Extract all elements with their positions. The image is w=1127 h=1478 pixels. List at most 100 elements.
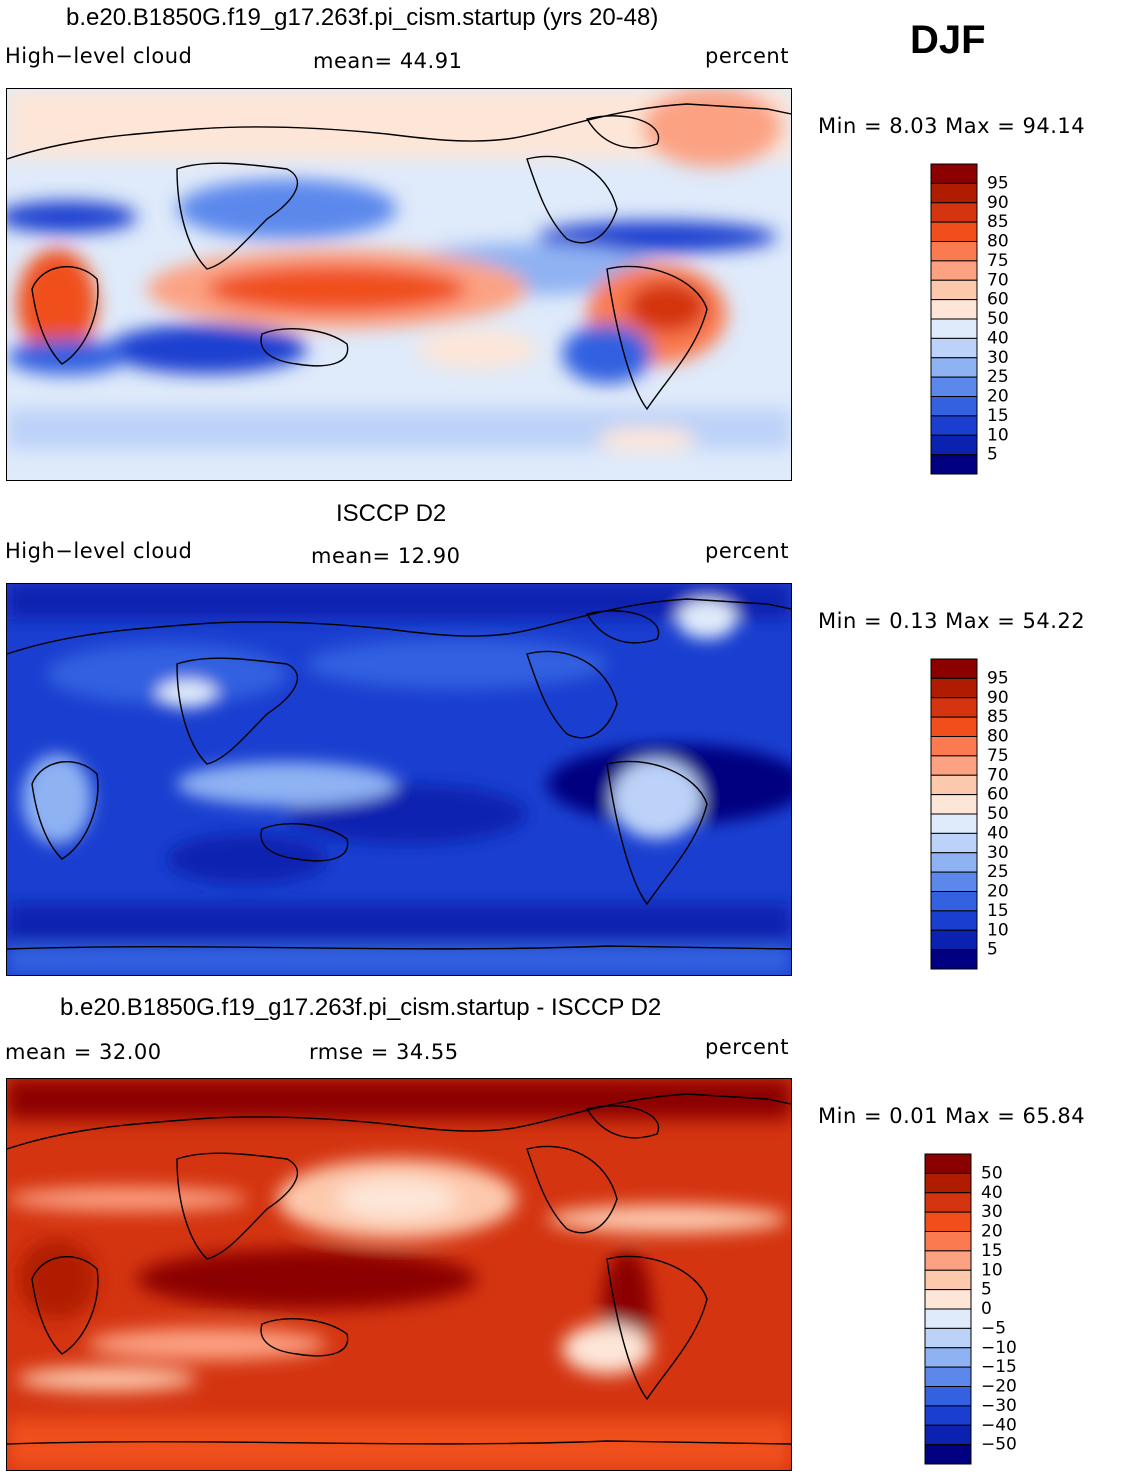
colorbar-tick-label: −5 <box>981 1318 1006 1338</box>
colorbar-swatch <box>930 929 978 951</box>
panel-3-rmse-label: rmse = 34.55 <box>309 1040 459 1064</box>
colorbar-swatch <box>930 736 978 757</box>
colorbar-tick-label: 60 <box>987 785 1009 805</box>
colorbar-swatch <box>930 755 978 776</box>
colorbar-tick-label: 70 <box>987 765 1009 785</box>
colorbar-swatch <box>930 716 978 737</box>
colorbar-tick-label: 90 <box>987 688 1009 708</box>
colorbar-tick-label: 40 <box>981 1183 1003 1203</box>
colorbar-tick-label: 20 <box>987 882 1009 902</box>
panel-3-map <box>6 1078 792 1471</box>
colorbar-tick-label: −50 <box>981 1435 1017 1455</box>
panel-1-contour-field <box>7 89 791 451</box>
colorbar-swatch <box>930 357 978 378</box>
colorbar-swatch <box>924 1250 972 1271</box>
panel-2-title: ISCCP D2 <box>336 500 447 527</box>
colorbar-tick-label: 5 <box>981 1280 992 1300</box>
colorbar-tick-label: 25 <box>987 862 1009 882</box>
colorbar-swatch <box>930 376 978 397</box>
colorbar-tick-label: 10 <box>987 920 1009 940</box>
colorbar-tick-label: 75 <box>987 746 1009 766</box>
panel-2-units-label: percent <box>705 539 789 563</box>
colorbar-tick-label: 30 <box>981 1202 1003 1222</box>
colorbar-swatch <box>930 260 978 281</box>
colorbar-tick-label: 15 <box>987 406 1009 426</box>
colorbar-tick-label: 5 <box>987 445 998 465</box>
colorbar-swatch <box>930 813 978 834</box>
panel-2-variable-label: High−level cloud <box>5 539 193 563</box>
colorbar-tick-label: 95 <box>987 173 1009 193</box>
season-label: DJF <box>910 18 986 62</box>
colorbar-swatch <box>930 910 978 931</box>
colorbar-tick-label: 95 <box>987 668 1009 688</box>
colorbar-swatch <box>930 774 978 796</box>
colorbar-swatch <box>930 871 978 892</box>
colorbar-tick-label: 50 <box>987 309 1009 329</box>
colorbar-swatch <box>924 1289 972 1310</box>
colorbar-swatch <box>930 318 978 339</box>
panel-1-variable-label: High−level cloud <box>5 44 193 68</box>
panel-1-mean-label: mean= 44.91 <box>313 49 463 73</box>
panel-2-mean-label: mean= 12.90 <box>311 544 461 568</box>
colorbar-swatch <box>924 1366 972 1387</box>
colorbar-swatch <box>930 337 978 359</box>
colorbar-tick-label: 40 <box>987 823 1009 843</box>
colorbar-swatch <box>930 279 978 301</box>
colorbar-tick-label: 50 <box>987 804 1009 824</box>
colorbar-swatch <box>924 1211 972 1232</box>
colorbar-swatch <box>930 949 978 970</box>
colorbar-tick-label: 60 <box>987 290 1009 310</box>
colorbar-tick-label: 5 <box>987 940 998 960</box>
panel-2-minmax-label: Min = 0.13 Max = 54.22 <box>818 609 1086 633</box>
panel-1-map <box>6 88 792 481</box>
colorbar-swatch <box>930 677 978 699</box>
colorbar-tick-label: 10 <box>987 425 1009 445</box>
panel-1-colorbar: 95 90 85 80 75 70 60 50 40 30 25 20 15 10 5 <box>930 163 1050 480</box>
colorbar-tick-label: 80 <box>987 727 1009 747</box>
colorbar-tick-label: −15 <box>981 1357 1017 1377</box>
panel-3-title: b.e20.B1850G.f19_g17.263f.pi_cism.startu… <box>60 994 662 1021</box>
panel-3-mean-label: mean = 32.00 <box>5 1040 162 1064</box>
colorbar-swatch <box>930 182 978 204</box>
colorbar-tick-label: 90 <box>987 193 1009 213</box>
colorbar-tick-label: −10 <box>981 1338 1017 1358</box>
colorbar-swatch <box>930 241 978 262</box>
colorbar-tick-label: 80 <box>987 232 1009 252</box>
colorbar-tick-label: 40 <box>987 328 1009 348</box>
colorbar-swatch <box>924 1153 972 1174</box>
colorbar-swatch <box>924 1444 972 1465</box>
colorbar-tick-label: 85 <box>987 212 1009 232</box>
colorbar-tick-label: 10 <box>981 1260 1003 1280</box>
colorbar-tick-label: 25 <box>987 367 1009 387</box>
panel-2-coastlines <box>7 598 791 950</box>
panel-2-map <box>6 583 792 976</box>
colorbar-swatch <box>924 1327 972 1349</box>
panel-2-colorbar: 95 90 85 80 75 70 60 50 40 30 25 20 15 10 5 <box>930 658 1050 975</box>
colorbar-swatch <box>924 1424 972 1446</box>
panel-3-minmax-label: Min = 0.01 Max = 65.84 <box>818 1104 1086 1128</box>
colorbar-swatch <box>924 1347 972 1368</box>
colorbar-swatch <box>924 1231 972 1252</box>
colorbar-swatch <box>930 299 978 320</box>
colorbar-tick-label: 30 <box>987 348 1009 368</box>
colorbar-tick-label: 20 <box>987 387 1009 407</box>
colorbar-swatch <box>924 1192 972 1213</box>
panel-1-minmax-label: Min = 8.03 Max = 94.14 <box>818 114 1086 138</box>
colorbar-swatch <box>930 202 978 223</box>
colorbar-tick-label: 50 <box>981 1163 1003 1183</box>
colorbar-tick-label: −30 <box>981 1396 1017 1416</box>
colorbar-tick-label: 15 <box>987 901 1009 921</box>
colorbar-swatch <box>930 852 978 873</box>
colorbar-swatch <box>930 163 978 184</box>
panel-3-contour-field <box>7 1079 791 1470</box>
colorbar-swatch <box>930 891 978 912</box>
colorbar-tick-label: −40 <box>981 1415 1017 1435</box>
colorbar-swatch <box>924 1172 972 1194</box>
colorbar-tick-label: 20 <box>981 1222 1003 1242</box>
colorbar-swatch <box>924 1308 972 1329</box>
panel-1-coastlines <box>7 103 791 411</box>
colorbar-tick-label: 85 <box>987 707 1009 727</box>
colorbar-swatch <box>930 832 978 854</box>
